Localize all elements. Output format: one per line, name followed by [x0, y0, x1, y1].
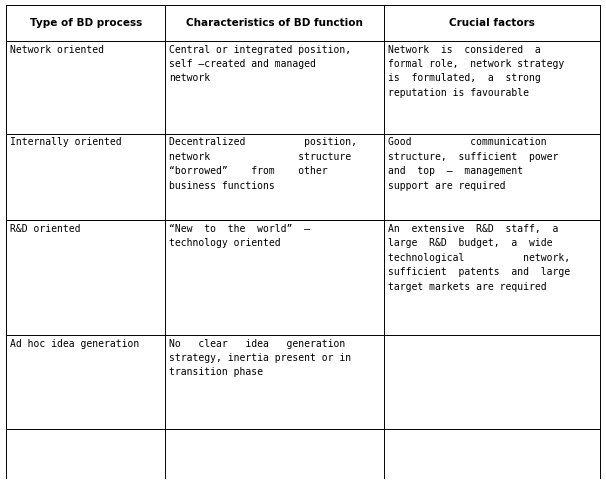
- Text: An  extensive  R&D  staff,  a
large  R&D  budget,  a  wide
technological        : An extensive R&D staff, a large R&D budg…: [388, 224, 570, 292]
- Text: Type of BD process: Type of BD process: [30, 18, 142, 28]
- Text: Network oriented: Network oriented: [10, 44, 104, 55]
- Text: Characteristics of BD function: Characteristics of BD function: [186, 18, 363, 28]
- Text: R&D oriented: R&D oriented: [10, 224, 81, 234]
- Text: Good          communication
structure,  sufficient  power
and  top  –  managemen: Good communication structure, sufficient…: [388, 138, 558, 191]
- Text: Crucial factors: Crucial factors: [449, 18, 534, 28]
- Text: Central or integrated position,
self –created and managed
network: Central or integrated position, self –cr…: [170, 44, 351, 84]
- Text: No   clear   idea   generation
strategy, inertia present or in
transition phase: No clear idea generation strategy, inert…: [170, 339, 351, 377]
- Text: Internally oriented: Internally oriented: [10, 138, 122, 147]
- Text: “New  to  the  world”  –
technology oriented: “New to the world” – technology oriented: [170, 224, 310, 248]
- Text: Network  is  considered  a
formal role,  network strategy
is  formulated,  a  st: Network is considered a formal role, net…: [388, 44, 564, 98]
- Text: Ad hoc idea generation: Ad hoc idea generation: [10, 339, 139, 349]
- Text: Decentralized          position,
network               structure
“borrowed”    f: Decentralized position, network structur…: [170, 138, 358, 191]
